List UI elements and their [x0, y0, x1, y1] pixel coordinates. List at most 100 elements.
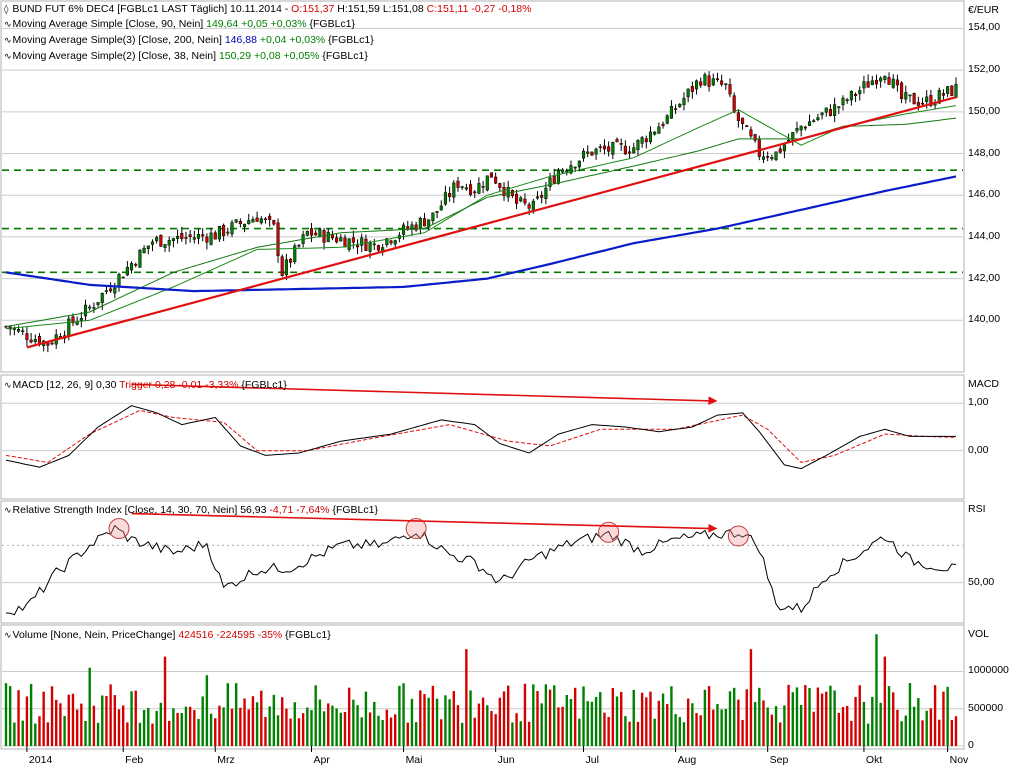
candle-body: [816, 117, 820, 121]
ma200-legend[interactable]: ∿Moving Average Simple(3) [Close, 200, N…: [4, 33, 374, 48]
volume-bar: [712, 709, 715, 746]
price-legend[interactable]: ◊ BUND FUT 6% DEC4 [FGBLc1 LAST Täglich]…: [4, 3, 532, 15]
volume-bar: [243, 698, 246, 746]
candle-body: [238, 221, 242, 225]
volume-bar: [101, 695, 104, 746]
price-tick-label: 154,00: [968, 21, 1001, 34]
volume-bar: [427, 697, 430, 746]
candle-body: [12, 328, 16, 330]
candle-body: [523, 198, 527, 204]
candle-body: [824, 107, 828, 113]
candle-body: [104, 290, 108, 292]
volume-bar: [904, 715, 907, 746]
candle-body: [837, 106, 841, 109]
candle-body: [644, 138, 648, 143]
volume-bar: [469, 690, 472, 746]
volume-bar: [486, 705, 489, 746]
candle-body: [192, 237, 196, 240]
volume-bar: [477, 703, 481, 746]
volume-bar: [599, 692, 602, 746]
volume-bar: [8, 686, 12, 746]
candle-body: [188, 234, 192, 237]
volume-bar: [515, 713, 518, 746]
volume-bar: [29, 683, 33, 746]
volume-bar: [214, 718, 217, 746]
volume-bar: [322, 711, 326, 746]
candle-body: [489, 172, 494, 178]
volume-ric: {FGBLc1}: [285, 629, 331, 641]
volume-bar: [573, 687, 577, 746]
volume-bar: [142, 710, 146, 746]
macd-legend[interactable]: ∿MACD [12, 26, 9] 0,30 Trigger 0,28 -0,0…: [4, 378, 287, 393]
candle-body: [96, 302, 100, 305]
volume-bar: [603, 712, 606, 746]
line-icon: ∿: [4, 506, 12, 516]
volume-bar: [373, 701, 376, 746]
candle-body: [213, 232, 217, 240]
volume-bar: [896, 709, 899, 746]
candle-body: [130, 263, 134, 271]
volume-bar: [737, 699, 740, 746]
volume-bar: [804, 685, 807, 746]
candle-body: [146, 245, 150, 249]
candle-body: [665, 115, 669, 124]
volume-bar: [699, 715, 702, 746]
macd-divergence-arrow-head: [708, 396, 718, 406]
volume-tick-label: 1000000: [968, 664, 1009, 677]
candle-body: [217, 225, 221, 240]
rsi-change: -4,71 -7,64%: [269, 504, 330, 516]
candle-body: [544, 187, 548, 199]
candle-body: [728, 84, 732, 95]
ma38-legend[interactable]: ∿Moving Average Simple(2) [Close, 38, Ne…: [4, 49, 368, 64]
candle-body: [297, 244, 301, 247]
candle-body: [100, 292, 104, 303]
candle-body: [355, 245, 360, 248]
volume-bar: [812, 711, 815, 746]
volume-bar: [84, 721, 87, 746]
macd-label: MACD [12, 26, 9] 0,30: [12, 379, 117, 391]
volume-bar: [900, 721, 903, 746]
candle-body: [694, 80, 699, 90]
candle-body: [485, 175, 489, 191]
volume-bar: [314, 685, 317, 746]
candle-body: [88, 306, 92, 309]
price-title: BUND FUT 6% DEC4 [FGBLc1 LAST Täglich] 1…: [12, 3, 282, 15]
volume-bar: [318, 699, 322, 746]
candle-body: [506, 187, 510, 198]
volume-bar: [498, 697, 502, 746]
candle-body: [527, 204, 531, 209]
volume-bar: [80, 703, 83, 746]
volume-bar: [385, 709, 389, 746]
ma90-legend[interactable]: ∿Moving Average Simple [Close, 90, Nein]…: [4, 17, 355, 32]
candle-body: [448, 193, 452, 197]
rsi-legend[interactable]: ∿Relative Strength Index [Close, 14, 30,…: [4, 503, 378, 518]
candle-body: [71, 316, 75, 324]
volume-bar: [590, 701, 594, 746]
volume-legend[interactable]: ∿Volume [None, Nein, PriceChange] 424516…: [4, 628, 331, 643]
candle-body: [473, 191, 477, 194]
price-tick-label: 152,00: [968, 63, 1001, 76]
candle-body: [648, 131, 653, 143]
volume-bar: [691, 703, 694, 746]
volume-bar: [456, 705, 460, 746]
volume-bar: [582, 686, 585, 746]
volume-bar: [862, 701, 866, 746]
ma90-value: 149,64: [206, 18, 239, 30]
macd-ric: {FGBLc1}: [241, 379, 287, 391]
volume-bar: [201, 696, 204, 746]
candle-body: [849, 90, 853, 101]
ma38-change: +0,08 +0,05%: [254, 50, 320, 62]
volume-bar: [364, 691, 368, 746]
volume-bar: [686, 698, 690, 746]
volume-bar: [335, 708, 338, 746]
volume-bar: [71, 693, 75, 746]
rsi-peak-circle: [108, 518, 130, 540]
candle-body: [950, 85, 954, 96]
volume-bar: [494, 714, 497, 746]
candle-body: [828, 109, 832, 116]
volume-bar: [423, 694, 426, 746]
rsi-panel: [0, 500, 965, 624]
volume-bar: [105, 696, 108, 746]
candle-body: [636, 139, 640, 151]
